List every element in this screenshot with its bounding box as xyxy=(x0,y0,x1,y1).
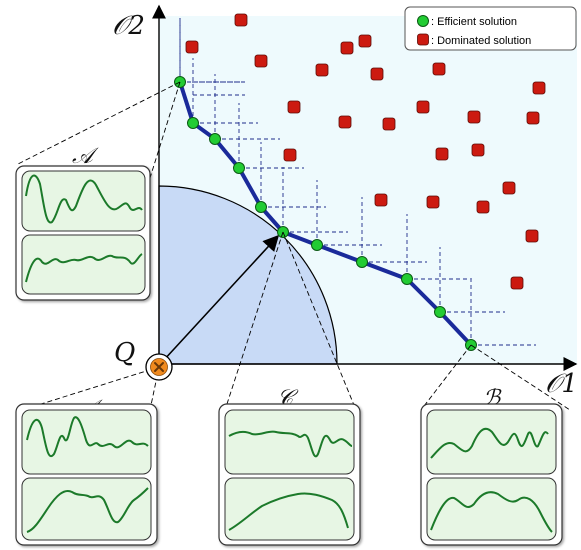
dominated-point xyxy=(315,63,329,77)
efficient-point xyxy=(209,133,221,145)
dominated-point xyxy=(471,143,485,157)
dominated-point xyxy=(358,34,372,48)
dominated-point xyxy=(340,41,354,55)
dominated-point xyxy=(532,81,546,95)
efficient-point xyxy=(434,306,446,318)
dominated-point xyxy=(510,276,524,290)
panel-a: 𝒜 xyxy=(15,144,151,301)
legend-dominated-label: : Dominated solution xyxy=(431,35,531,47)
dominated-point xyxy=(467,110,481,124)
legend-efficient-label: : Efficient solution xyxy=(431,16,517,28)
dominated-point xyxy=(370,67,384,81)
distance-arrow xyxy=(162,234,280,362)
panel-a-bottom-curve-top xyxy=(26,416,149,457)
origin-marker xyxy=(145,353,173,381)
efficient-point xyxy=(356,256,368,268)
dominated-point xyxy=(254,54,268,68)
dominated-point xyxy=(416,100,430,114)
y-axis-label: 𝒪2 xyxy=(112,11,145,41)
panel-c-curve-top xyxy=(228,430,353,458)
dominated-point xyxy=(287,100,301,114)
x-axis-label: 𝒪1 xyxy=(545,369,578,399)
dominated-point xyxy=(502,181,516,195)
panel-a-bottom-curve-bottom xyxy=(26,487,149,533)
panel-connectors xyxy=(15,81,571,411)
distance-quarter-disk xyxy=(158,185,338,365)
efficient-point xyxy=(311,239,323,251)
dominated-point xyxy=(526,111,540,125)
dominated-points xyxy=(185,13,546,290)
panel-b-curve-top xyxy=(430,427,549,459)
dominated-point xyxy=(374,193,388,207)
panel-a-title: 𝒜 xyxy=(72,144,99,169)
dominance-dashed-lines xyxy=(179,18,536,346)
efficient-point xyxy=(401,273,413,285)
dominated-point xyxy=(525,229,539,243)
efficient-points xyxy=(174,76,477,351)
dominated-point xyxy=(476,200,490,214)
dominated-point xyxy=(338,115,352,129)
origin-label: Q xyxy=(114,338,135,368)
dominated-point xyxy=(435,147,449,161)
legend-efficient-marker xyxy=(417,15,429,27)
dominated-point xyxy=(283,148,297,162)
dominated-point xyxy=(185,40,199,54)
panel-c-curve-bottom xyxy=(228,492,349,531)
dominated-point xyxy=(432,62,446,76)
panel-a-curve-bottom xyxy=(25,253,143,283)
efficient-point xyxy=(255,201,267,213)
solution-panels: 𝒜 𝒜 𝒞 ℬ xyxy=(15,144,563,546)
legend-dominated-marker xyxy=(417,33,429,46)
panel-b-curve-bottom xyxy=(430,491,553,533)
panel-b: ℬ xyxy=(420,386,563,546)
dominated-point xyxy=(234,13,248,27)
dominated-point xyxy=(382,117,396,131)
legend: : Efficient solution : Dominated solutio… xyxy=(404,6,577,51)
panel-a-curve-top xyxy=(25,174,143,224)
efficient-point xyxy=(233,162,245,174)
efficient-point xyxy=(187,117,199,129)
panel-c: 𝒞 xyxy=(218,386,361,546)
panel-a-bottom: 𝒜 xyxy=(15,396,158,546)
dominated-point xyxy=(426,195,440,209)
